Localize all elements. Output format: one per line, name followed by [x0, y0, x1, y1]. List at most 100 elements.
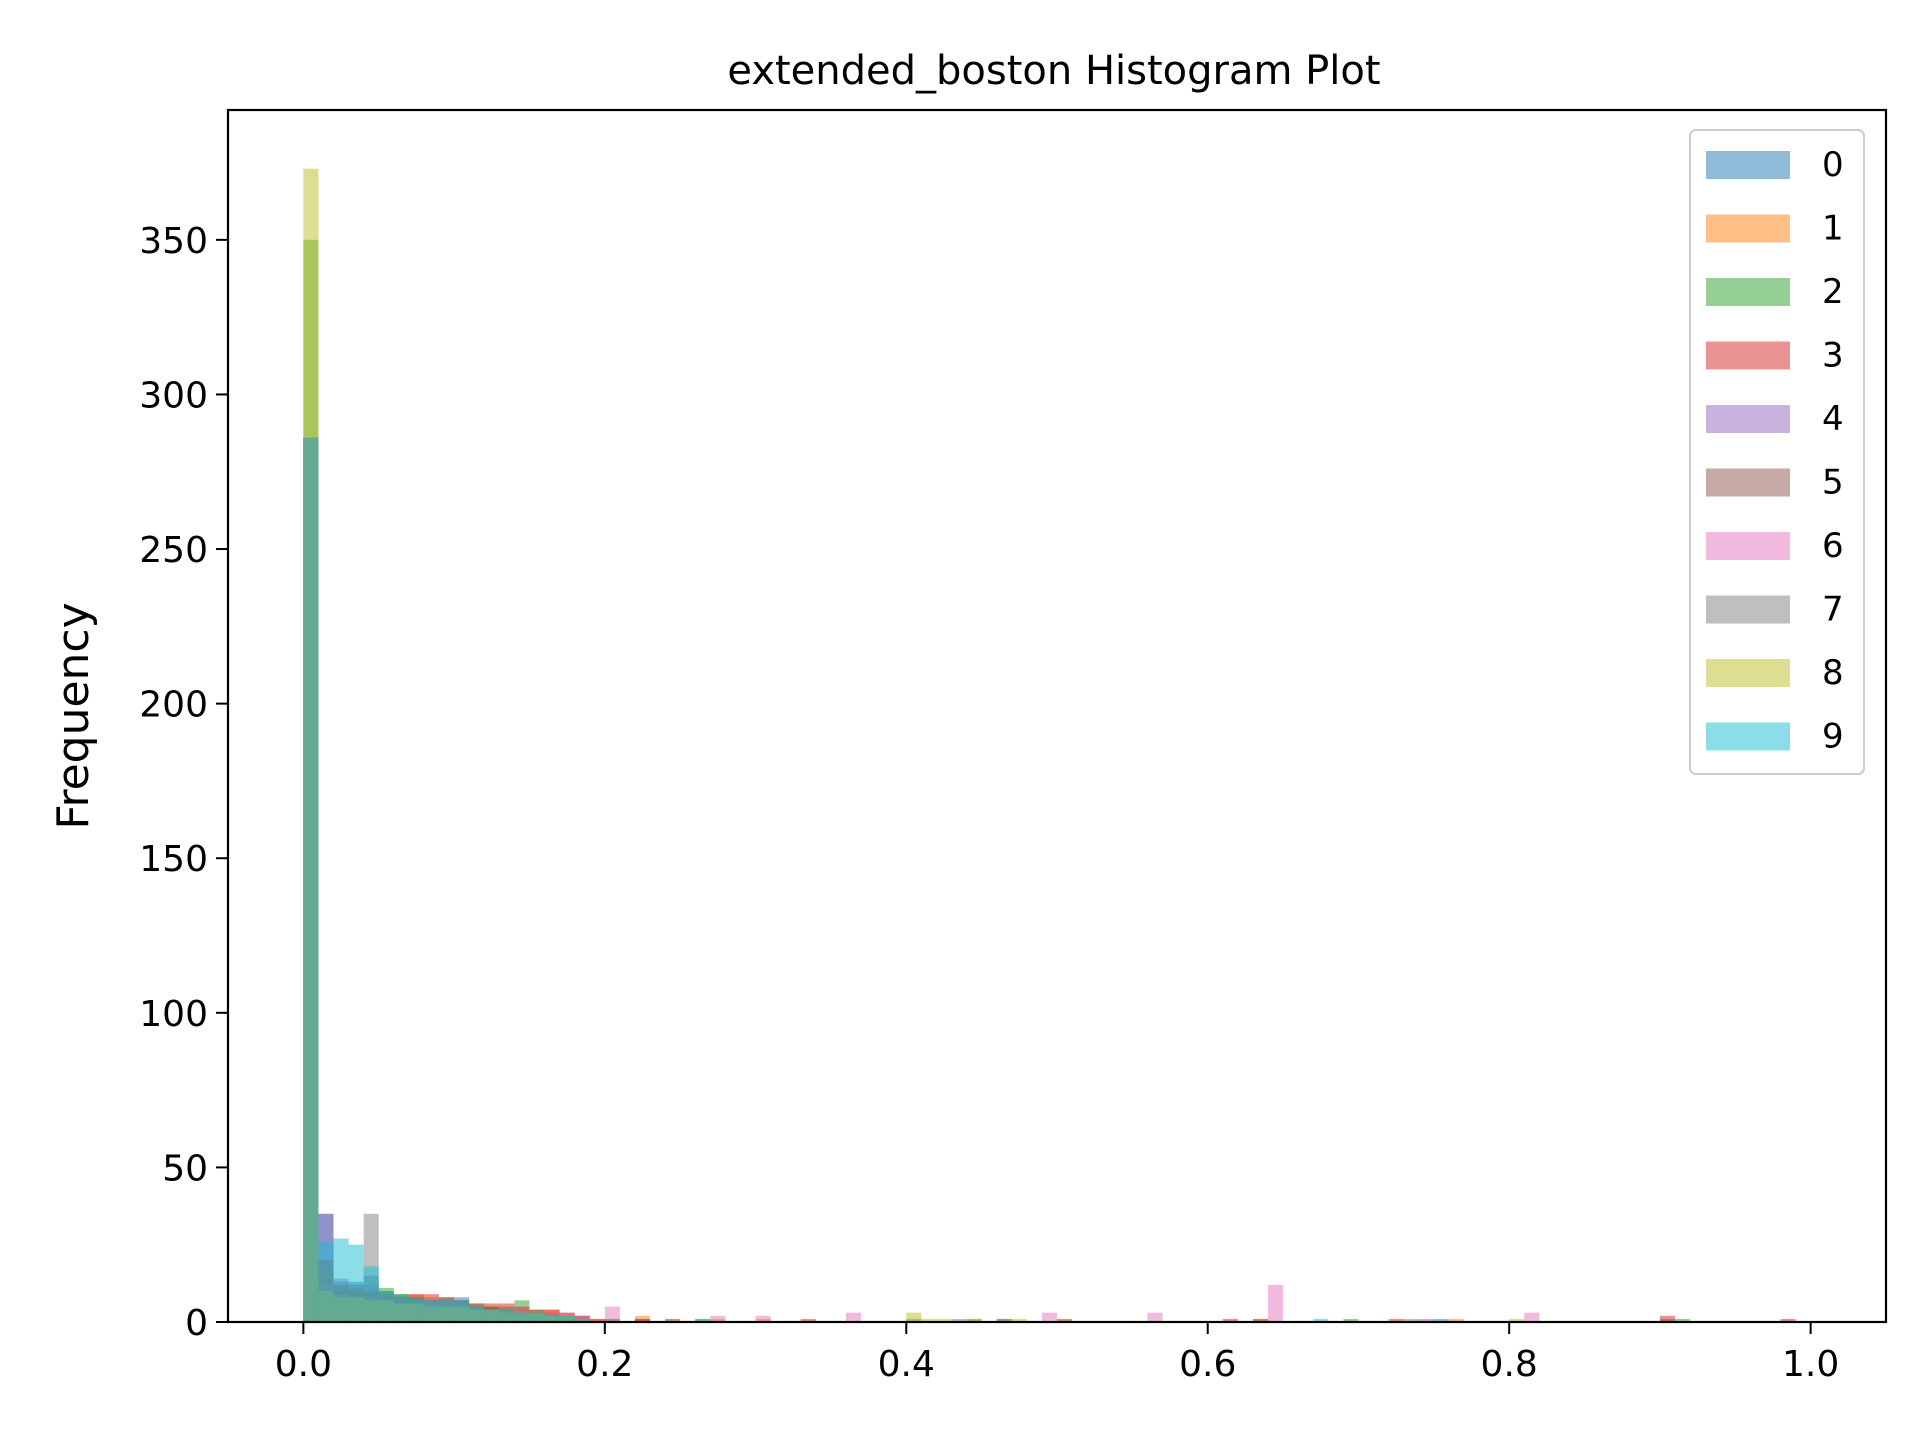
- y-tick-label: 0: [185, 1303, 208, 1344]
- x-tick-label: 0.8: [1481, 1344, 1538, 1385]
- legend-label: 4: [1822, 399, 1844, 439]
- legend-label: 3: [1822, 336, 1844, 376]
- histogram-bar: [514, 1312, 530, 1322]
- legend: 0 1 2 3 4 5 6 7 8 9: [1689, 129, 1865, 775]
- y-tick-label: 50: [162, 1148, 208, 1189]
- legend-label: 8: [1822, 653, 1844, 693]
- histogram-bar: [423, 1300, 440, 1322]
- histogram-bar: [484, 1309, 500, 1322]
- legend-label: 5: [1822, 463, 1844, 503]
- series-8: [303, 168, 1525, 1323]
- histogram-bar: [1057, 1318, 1073, 1322]
- x-tick-label: 0.4: [878, 1344, 935, 1385]
- legend-swatch: [1706, 659, 1790, 687]
- histogram-bar: [574, 1318, 590, 1322]
- series-6: [303, 437, 1540, 1322]
- legend-item-1: 1: [1706, 209, 1844, 249]
- legend-label: 1: [1822, 209, 1844, 249]
- histogram-bar: [951, 1318, 967, 1322]
- histogram-bar: [363, 1266, 379, 1322]
- legend-item-9: 9: [1706, 717, 1844, 757]
- histogram-bar: [408, 1297, 424, 1322]
- legend-item-7: 7: [1706, 590, 1844, 630]
- histogram-bar: [634, 1318, 651, 1322]
- histogram-bar: [1780, 1318, 1796, 1322]
- legend-item-5: 5: [1706, 463, 1844, 503]
- histogram-bar: [936, 1318, 952, 1322]
- histogram-bar: [921, 1318, 937, 1322]
- histogram-bar: [1343, 1318, 1359, 1322]
- series-5: [303, 437, 1675, 1322]
- legend-swatch: [1706, 151, 1790, 179]
- series-9: [303, 437, 1329, 1322]
- series-4: [303, 437, 1434, 1322]
- bars-layer: [303, 168, 1796, 1323]
- histogram-bar: [529, 1312, 545, 1322]
- y-tick-label: 100: [139, 994, 208, 1035]
- histogram-bar: [1524, 1312, 1540, 1322]
- legend-swatch: [1706, 278, 1790, 306]
- histogram-bar: [1011, 1318, 1027, 1322]
- series-7: [303, 437, 1419, 1322]
- legend-swatch: [1706, 532, 1790, 560]
- histogram-bar: [800, 1318, 816, 1322]
- histogram-bar: [454, 1300, 470, 1322]
- chart-title: extended_boston Histogram Plot: [727, 48, 1380, 94]
- series-3: [303, 437, 1796, 1322]
- legend-swatch: [1706, 341, 1790, 370]
- histogram-bar: [710, 1315, 726, 1322]
- histogram-bar: [755, 1315, 771, 1322]
- plot-frame: [226, 108, 1888, 1324]
- histogram-bar: [559, 1315, 575, 1322]
- y-axis-label: Frequency: [48, 602, 99, 829]
- y-tick-label: 250: [139, 530, 208, 571]
- legend-swatch: [1706, 214, 1790, 243]
- histogram-bar: [393, 1297, 409, 1322]
- y-tick-label: 150: [139, 839, 208, 880]
- histogram-bar: [1268, 1284, 1284, 1322]
- histogram-bar: [439, 1300, 455, 1322]
- histogram-bar: [318, 1241, 334, 1322]
- legend-swatch: [1706, 468, 1790, 497]
- y-tick-label: 350: [139, 221, 208, 262]
- legend-label: 0: [1822, 145, 1844, 185]
- histogram-bar: [333, 1238, 349, 1322]
- legend-item-0: 0: [1706, 145, 1844, 185]
- histogram-bar: [348, 1244, 364, 1322]
- legend-swatch: [1706, 405, 1790, 433]
- histogram-bar: [378, 1291, 394, 1322]
- x-tick-label: 0.0: [275, 1344, 332, 1385]
- y-tick-label: 300: [139, 375, 208, 416]
- legend-item-6: 6: [1706, 526, 1844, 566]
- histogram-bar: [1509, 1318, 1525, 1322]
- x-tick-label: 0.6: [1179, 1344, 1236, 1385]
- legend-label: 9: [1822, 717, 1844, 757]
- histogram-bar: [544, 1315, 560, 1322]
- legend-label: 7: [1822, 590, 1844, 630]
- histogram-bar: [1041, 1312, 1057, 1322]
- legend-label: 6: [1822, 526, 1844, 566]
- series-2: [303, 239, 1691, 1322]
- histogram-bar: [303, 437, 319, 1322]
- histogram-bar: [1388, 1318, 1404, 1322]
- histogram-bar: [1403, 1318, 1419, 1322]
- x-axis: 0.0 0.2 0.4 0.6 0.8 1.0: [275, 1322, 1839, 1385]
- histogram-bar: [499, 1309, 515, 1322]
- legend-item-4: 4: [1706, 399, 1844, 439]
- histogram-bar: [1147, 1312, 1163, 1322]
- histogram-bar: [845, 1312, 862, 1322]
- y-axis: 0 50 100 150 200 250 300 350: [139, 221, 228, 1344]
- y-tick-label: 200: [139, 685, 208, 726]
- histogram-bar: [1418, 1318, 1434, 1322]
- legend-item-3: 3: [1706, 336, 1844, 376]
- legend-label: 2: [1822, 272, 1844, 312]
- histogram-bar: [604, 1306, 620, 1322]
- histogram-bar: [1674, 1318, 1691, 1322]
- histogram-bar: [996, 1318, 1012, 1322]
- histogram-bar: [589, 1318, 605, 1322]
- histogram-bar: [906, 1312, 922, 1322]
- x-tick-label: 1.0: [1782, 1344, 1839, 1385]
- histogram-bar: [469, 1306, 485, 1322]
